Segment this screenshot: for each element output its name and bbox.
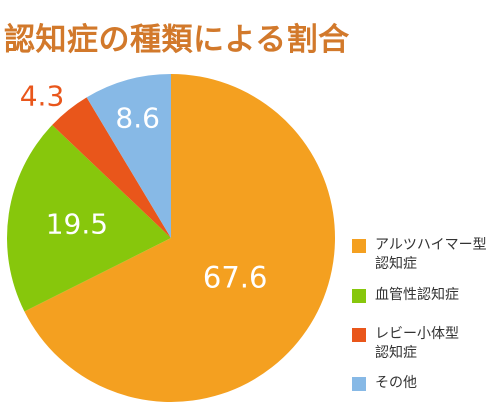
legend-swatch — [352, 239, 366, 253]
slice-alzheimer — [24, 74, 336, 402]
slice-vascular — [7, 124, 171, 312]
value-label-lewy: 4.3 — [20, 80, 65, 113]
value-label-other: 8.6 — [115, 101, 160, 134]
legend-label: レビー小体型 認知症 — [375, 326, 459, 361]
legend-label: アルツハイマー型 認知症 — [375, 237, 487, 272]
value-label-alzheimer: 67.6 — [203, 261, 268, 295]
legend-swatch — [352, 289, 366, 303]
chart-title: 認知症の種類による割合 — [4, 22, 350, 58]
legend-swatch — [352, 328, 366, 342]
legend-label: 血管性認知症 — [375, 287, 459, 303]
legend-swatch — [352, 377, 366, 391]
legend-label: その他 — [375, 375, 417, 391]
value-label-vascular: 19.5 — [46, 208, 108, 241]
slice-lewy — [52, 97, 171, 239]
slice-other — [86, 74, 171, 238]
